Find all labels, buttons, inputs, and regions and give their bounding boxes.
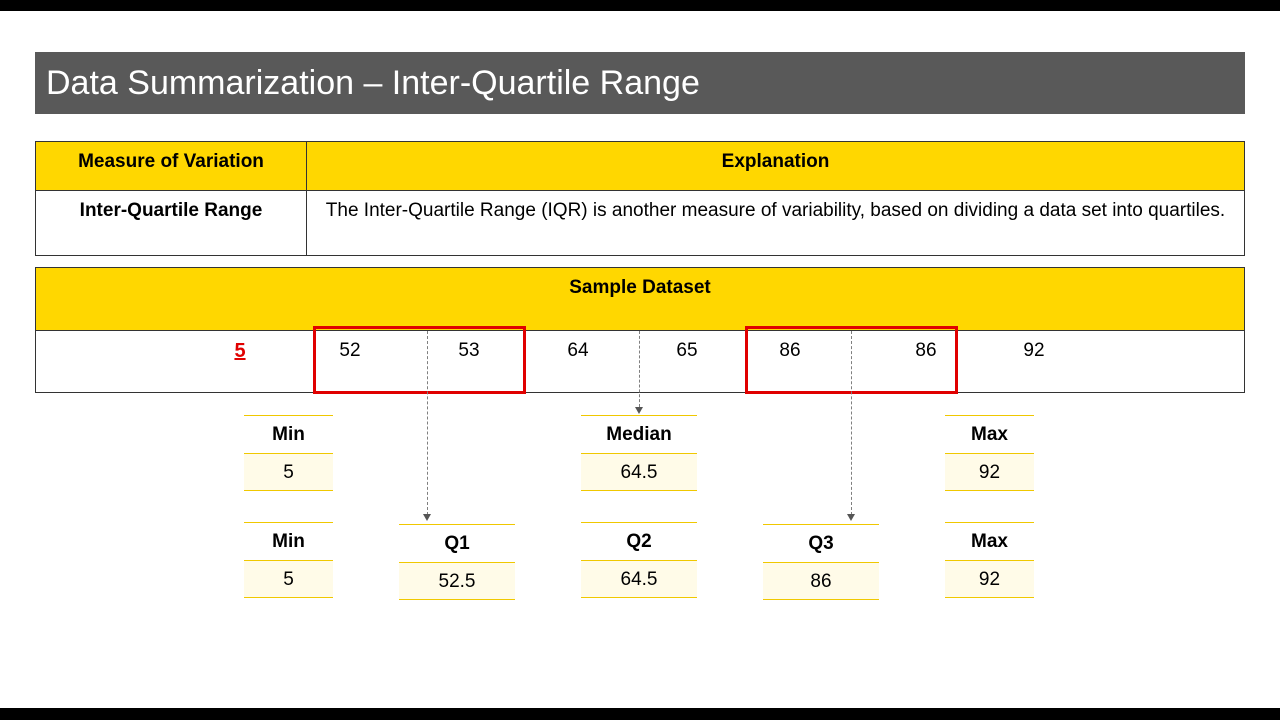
q3-pointer-line	[851, 331, 852, 515]
stat-q2: Q2 64.5	[581, 522, 697, 598]
dataset-value: 86	[779, 340, 801, 361]
median-pointer-arrow-icon	[635, 407, 643, 414]
stat-label: Median	[581, 415, 697, 453]
stat-label: Q2	[581, 522, 697, 560]
q3-pointer-arrow-icon	[847, 514, 855, 521]
stat-q3: Q3 86	[763, 524, 879, 600]
median-pointer-line	[639, 331, 640, 407]
dataset-value: 64	[567, 340, 589, 361]
stat-max: Max 92	[945, 522, 1034, 598]
q1-highlight-box	[313, 326, 526, 394]
stat-min: Min 5	[244, 415, 333, 491]
dataset-value: 5	[234, 340, 246, 362]
stat-q1: Q1 52.5	[399, 524, 515, 600]
explanation-text: The Inter-Quartile Range (IQR) is anothe…	[325, 200, 1226, 221]
dataset-value: 92	[1023, 340, 1045, 361]
table-header-measure: Measure of Variation	[35, 141, 307, 191]
table-header-explanation: Explanation	[306, 141, 1245, 191]
table-cell-measure: Inter-Quartile Range	[35, 190, 307, 256]
measure-name: Inter-Quartile Range	[79, 200, 263, 221]
stat-min: Min 5	[244, 522, 333, 598]
stat-value: 64.5	[581, 453, 697, 491]
stat-max: Max 92	[945, 415, 1034, 491]
stat-label: Max	[945, 522, 1034, 560]
stat-value: 52.5	[399, 562, 515, 600]
stat-value: 92	[945, 560, 1034, 598]
stat-value: 92	[945, 453, 1034, 491]
stat-label: Min	[244, 415, 333, 453]
stat-value: 5	[244, 560, 333, 598]
stat-label: Q1	[399, 524, 515, 562]
q1-pointer-arrow-icon	[423, 514, 431, 521]
stat-label: Q3	[763, 524, 879, 562]
q1-pointer-line	[427, 331, 428, 515]
dataset-value: 52	[339, 340, 361, 361]
stat-value: 5	[244, 453, 333, 491]
table-cell-explanation: The Inter-Quartile Range (IQR) is anothe…	[306, 190, 1245, 256]
table-header-explanation-label: Explanation	[721, 151, 830, 172]
slide-title: Data Summarization – Inter-Quartile Rang…	[35, 52, 1245, 114]
table-header-measure-label: Measure of Variation	[78, 151, 264, 172]
stat-label: Min	[244, 522, 333, 560]
dataset-header-label: Sample Dataset	[569, 277, 711, 298]
bottom-black-bar	[0, 708, 1280, 720]
top-black-bar	[0, 0, 1280, 11]
stat-value: 86	[763, 562, 879, 600]
stat-label: Max	[945, 415, 1034, 453]
dataset-values-row	[35, 330, 1245, 393]
dataset-header: Sample Dataset	[35, 267, 1245, 331]
stat-value: 64.5	[581, 560, 697, 598]
dataset-value: 86	[915, 340, 937, 361]
stat-median: Median 64.5	[581, 415, 697, 491]
dataset-value: 53	[458, 340, 480, 361]
dataset-value: 65	[676, 340, 698, 361]
